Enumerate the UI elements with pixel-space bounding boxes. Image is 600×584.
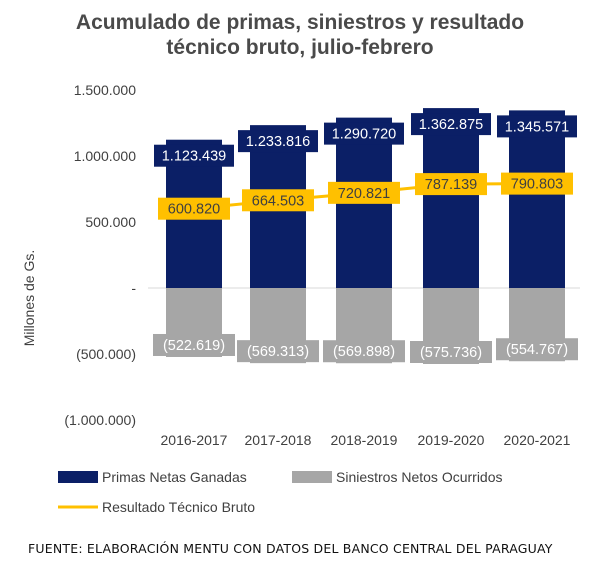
label-resultado-2018-2019: 720.821 — [328, 181, 400, 204]
label-resultado-2016-2017-box — [158, 197, 230, 220]
y-tick-label-5: (1.000.000) — [64, 412, 136, 428]
label-primas-2017-2018-text: 1.233.816 — [246, 134, 311, 150]
label-siniestros-2017-2018-text: (569.313) — [247, 344, 309, 360]
label-resultado-2020-2021: 790.803 — [501, 172, 573, 195]
x-tick-label-2020-2021: 2020-2021 — [504, 432, 571, 448]
y-tick-label-0: 1.500.000 — [74, 82, 136, 98]
legend-item-1-label: Siniestros Netos Ocurridos — [336, 469, 503, 485]
label-siniestros-2016-2017-text: (522.619) — [163, 338, 225, 354]
label-resultado-2020-2021-box — [501, 172, 573, 195]
y-tick-label-2: 500.000 — [85, 214, 136, 230]
label-siniestros-2017-2018: (569.313) — [237, 340, 319, 363]
legend-item-2-label: Resultado Técnico Bruto — [102, 499, 255, 515]
label-resultado-2017-2018-text: 664.503 — [252, 193, 304, 209]
label-resultado-2016-2017: 600.820 — [158, 197, 230, 220]
label-primas-2020-2021: 1.345.571 — [497, 115, 577, 138]
x-axis: 2016-2017 2017-2018 2018-2019 2019-2020 2020… — [161, 432, 571, 448]
label-siniestros-2018-2019-text: (569.898) — [333, 344, 395, 360]
label-resultado-2018-2019-box — [328, 181, 400, 204]
data-labels-layer: 1.123.439 600.820 (522.619) 1.233.816 664.50… — [153, 113, 578, 363]
bar-primas-2019-2020 — [423, 108, 479, 289]
bar-primas-2020-2021 — [509, 110, 565, 288]
label-resultado-2020-2021-text: 790.803 — [511, 177, 563, 193]
label-siniestros-2020-2021: (554.767) — [496, 338, 578, 361]
label-siniestros-2019-2020: (575.736) — [410, 340, 492, 363]
label-siniestros-2016-2017: (522.619) — [153, 333, 235, 356]
y-tick-label-4: (500.000) — [76, 346, 136, 362]
source-note: FUENTE: ELABORACIÓN MENTU CON DATOS DEL … — [28, 541, 553, 556]
label-resultado-2017-2018-box — [242, 189, 314, 212]
legend-item-1-swatch — [292, 471, 332, 483]
label-resultado-2019-2020-text: 787.139 — [425, 177, 477, 193]
chart-area: 1.500.000 1.000.000 500.000 - (500.000) (1.00… — [21, 82, 580, 515]
label-primas-2016-2017: 1.123.439 — [154, 144, 234, 167]
label-primas-2020-2021-box — [497, 115, 577, 138]
label-siniestros-2019-2020-text: (575.736) — [420, 345, 482, 361]
legend: Primas Netas Ganadas Siniestros Netos Ocu… — [58, 469, 503, 515]
label-primas-2018-2019-text: 1.290.720 — [332, 127, 397, 143]
label-primas-2019-2020: 1.362.875 — [411, 113, 491, 136]
y-tick-label-3: - — [131, 280, 136, 296]
chart-title-line-1: Acumulado de primas, siniestros y result… — [75, 11, 525, 34]
y-axis-label: Millones de Gs. — [21, 250, 37, 346]
label-primas-2019-2020-box — [411, 113, 491, 136]
legend-item-0-swatch — [58, 471, 98, 483]
label-primas-2017-2018: 1.233.816 — [238, 130, 318, 153]
x-tick-label-2016-2017: 2016-2017 — [161, 432, 228, 448]
x-tick-label-2018-2019: 2018-2019 — [331, 432, 398, 448]
label-primas-2019-2020-text: 1.362.875 — [419, 117, 484, 133]
label-primas-2018-2019-box — [324, 122, 404, 145]
label-siniestros-2020-2021-text: (554.767) — [506, 342, 568, 358]
x-tick-label-2019-2020: 2019-2020 — [418, 432, 485, 448]
chart-title: Acumulado de primas, siniestros y result… — [0, 10, 600, 60]
label-resultado-2019-2020-box — [415, 173, 487, 196]
label-resultado-2016-2017-text: 600.820 — [168, 202, 220, 218]
label-resultado-2018-2019-text: 720.821 — [338, 186, 390, 202]
label-primas-2020-2021-text: 1.345.571 — [505, 119, 570, 135]
label-resultado-2017-2018: 664.503 — [242, 189, 314, 212]
x-tick-label-2017-2018: 2017-2018 — [245, 432, 312, 448]
label-siniestros-2018-2019-box — [323, 340, 405, 363]
label-resultado-2019-2020: 787.139 — [415, 173, 487, 196]
y-tick-label-1: 1.000.000 — [74, 148, 136, 164]
label-siniestros-2019-2020-box — [410, 340, 492, 363]
label-primas-2016-2017-text: 1.123.439 — [162, 149, 227, 165]
label-siniestros-2017-2018-box — [237, 340, 319, 363]
label-siniestros-2016-2017-box — [153, 333, 235, 356]
label-siniestros-2020-2021-box — [496, 338, 578, 361]
legend-item-0-label: Primas Netas Ganadas — [102, 469, 247, 485]
chart-title-line-2: técnico bruto, julio-febrero — [166, 36, 434, 59]
label-siniestros-2018-2019: (569.898) — [323, 340, 405, 363]
label-primas-2017-2018-box — [238, 130, 318, 153]
label-primas-2018-2019: 1.290.720 — [324, 122, 404, 145]
label-primas-2016-2017-box — [154, 144, 234, 167]
